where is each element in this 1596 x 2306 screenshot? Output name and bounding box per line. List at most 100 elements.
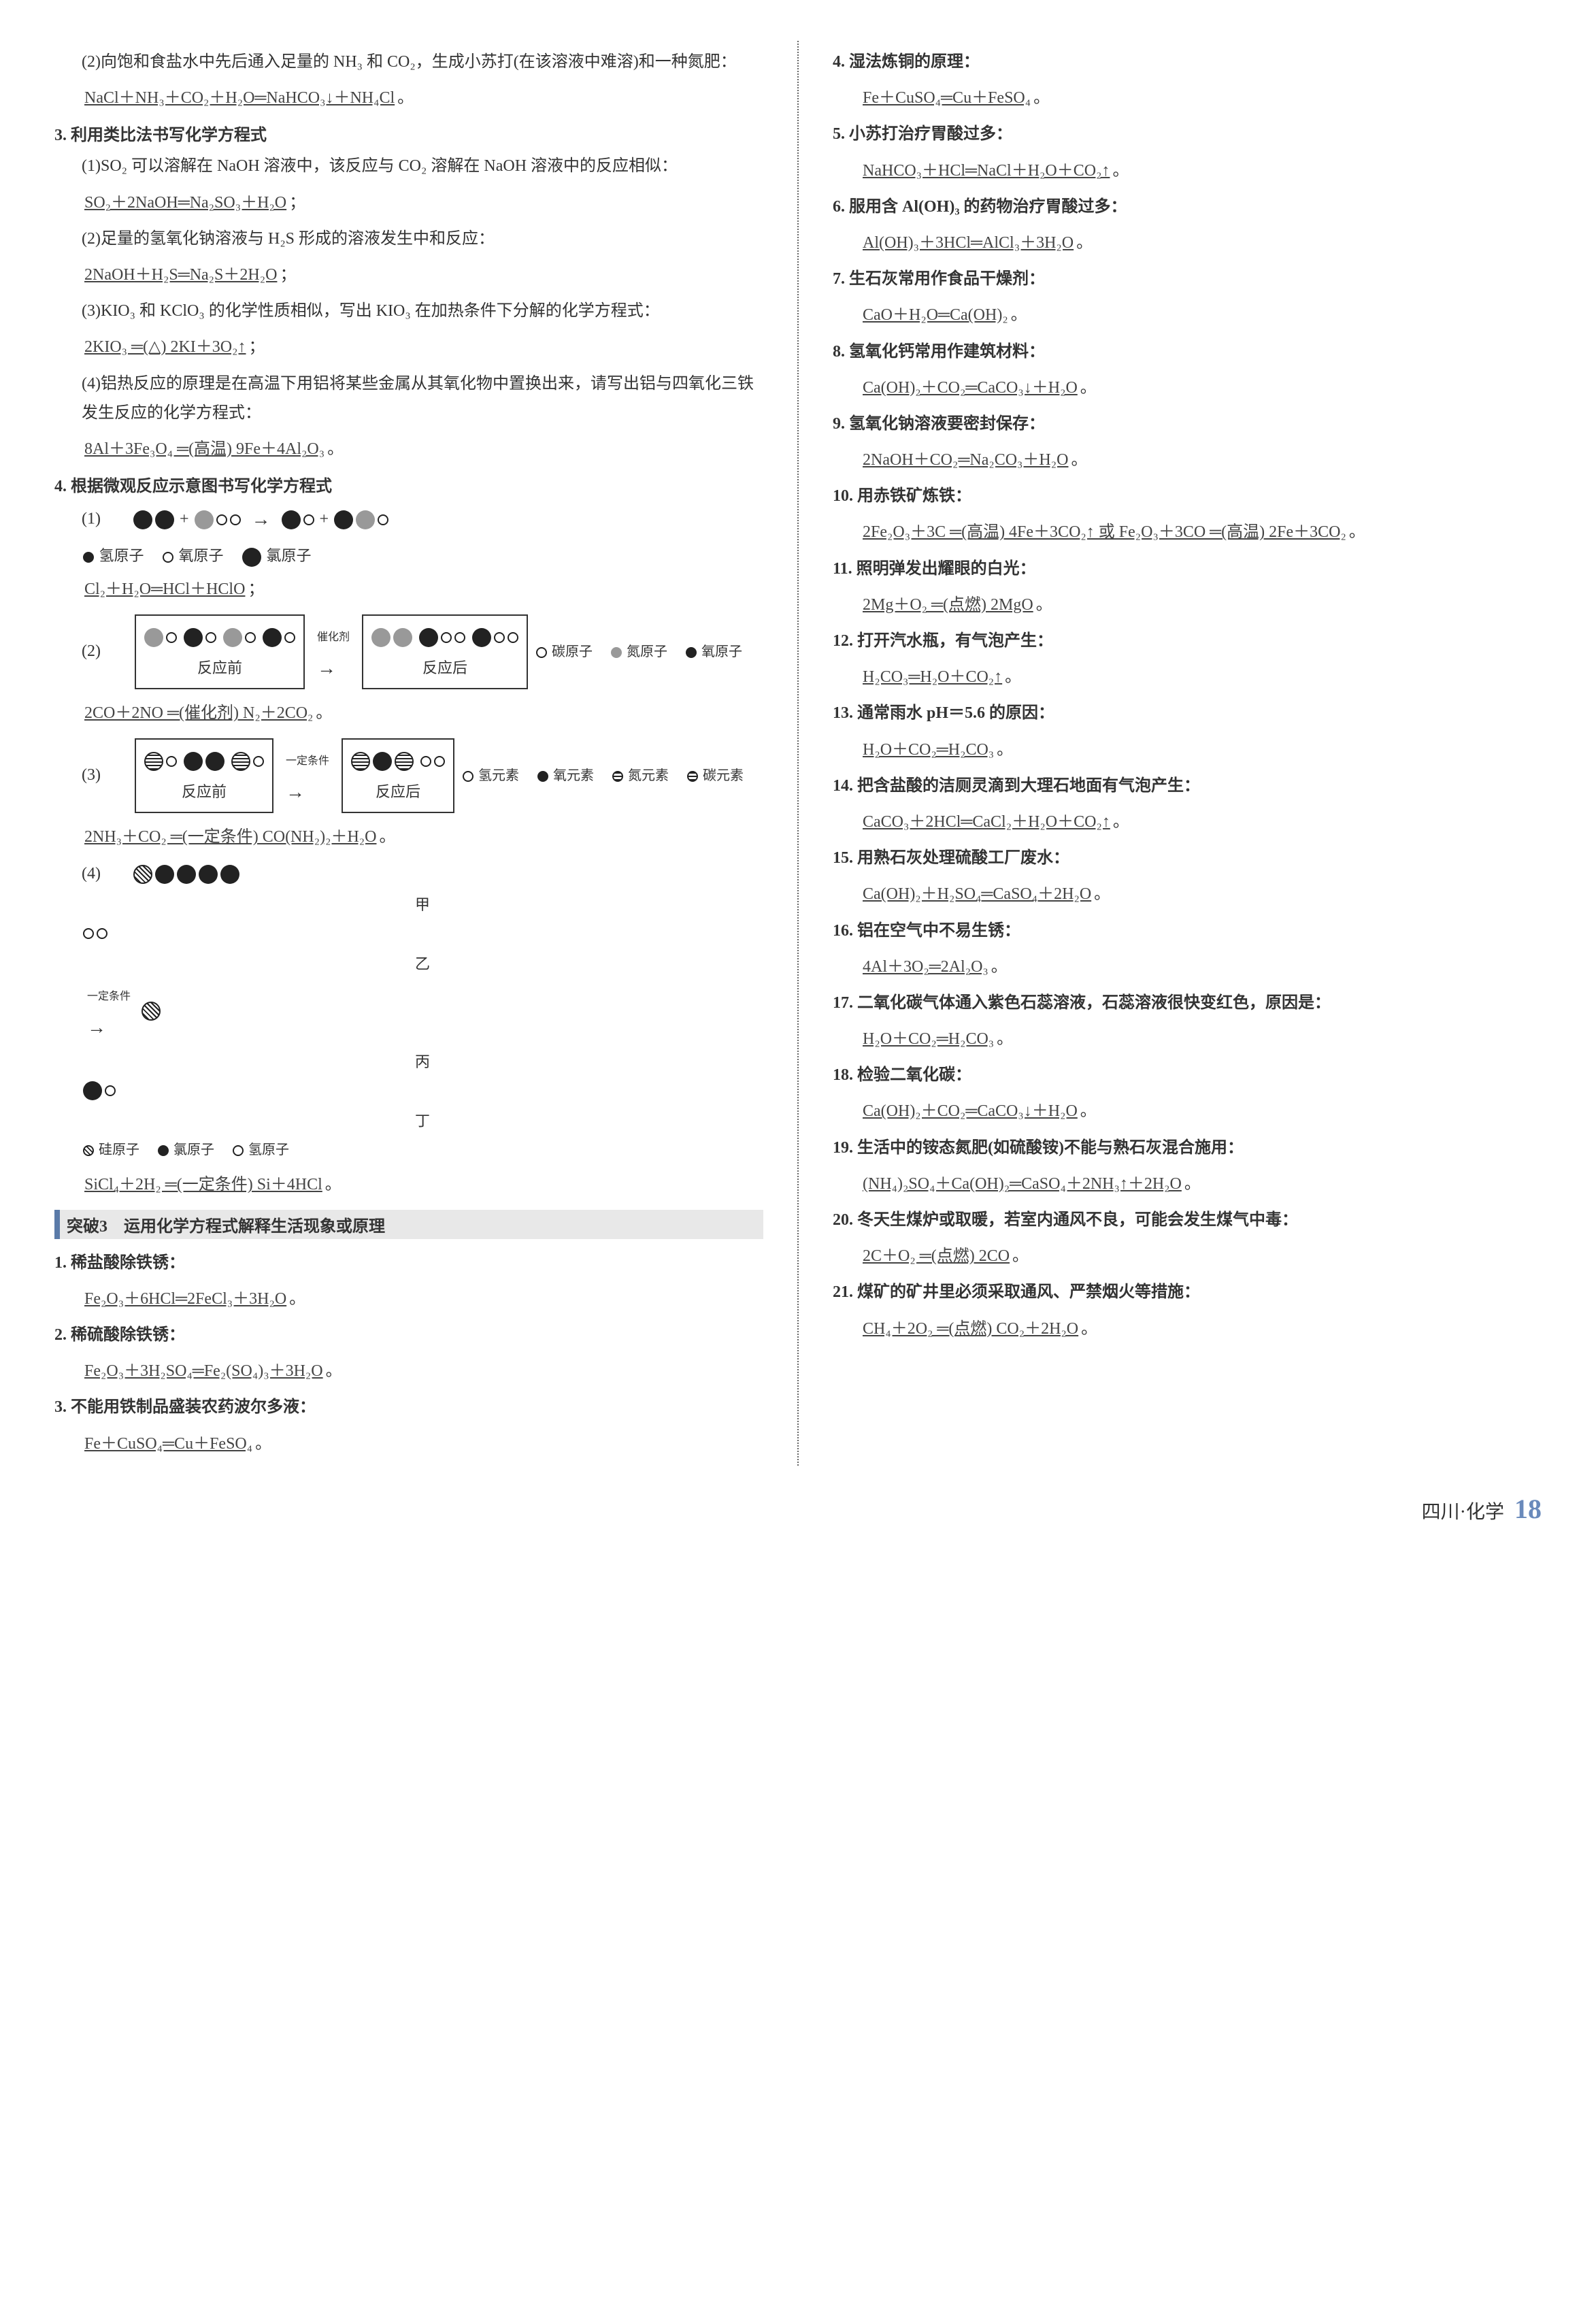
molecule-hcl	[280, 510, 316, 528]
arrow-icon: 一定条件→	[87, 977, 131, 1046]
q19: 19. 生活中的铵态氮肥(如硫酸铵)不能与熟石灰混合施用：	[833, 1134, 1542, 1163]
q10: 10. 用赤铁矿炼铁：	[833, 482, 1542, 511]
arrow-icon: 一定条件→	[286, 742, 329, 810]
punc: 。	[1080, 1102, 1097, 1120]
q11: 11. 照明弹发出耀眼的白光：	[833, 555, 1542, 584]
question-text: 6. 服用含 Al(OH)₃ 的药物治疗胃酸过多：	[833, 198, 1127, 216]
a7: CaO＋H₂O═Ca(OH)₂。	[833, 301, 1542, 330]
punc: 。	[997, 1030, 1013, 1048]
question-text: 11. 照明弹发出耀眼的白光：	[833, 560, 1036, 578]
condition: 催化剂	[317, 631, 350, 643]
a14: CaCO₃＋2HCl═CaCl₂＋H₂O＋CO₂↑。	[833, 808, 1542, 837]
legend-label: 氧元素	[553, 768, 594, 783]
equation: H₂O＋CO₂═H₂CO₃	[860, 741, 997, 759]
question-text: 1. 稀盐酸除铁锈：	[54, 1254, 185, 1272]
label: (3)	[82, 765, 101, 783]
diagram-1-legend: 氢原子 氧原子 氯原子	[82, 544, 763, 568]
left-column: (2)向饱和食盐水中先后通入足量的 NH₃ 和 CO₂，生成小苏打(在该溶液中难…	[54, 41, 763, 1466]
equation: 2KIO₃ ═(△) 2KI＋3O₂↑	[82, 338, 249, 356]
molecule-cl2	[132, 510, 176, 528]
label: (1)	[82, 510, 101, 528]
a6: Al(OH)₃＋3HCl═AlCl₃＋3H₂O。	[833, 229, 1542, 258]
legend-c: 碳元素	[686, 763, 744, 788]
punc: 。	[1081, 1320, 1097, 1338]
punc: ；	[289, 194, 305, 212]
punc: 。	[991, 958, 1008, 976]
diagram-3-legend: 氢元素 氧元素 氮元素 碳元素	[461, 763, 757, 788]
legend-label: 碳元素	[703, 768, 744, 783]
legend-label: 氧原子	[701, 644, 742, 659]
q20: 20. 冬天生煤炉或取暖，若室内通风不良，可能会发生煤气中毒：	[833, 1206, 1542, 1235]
q18: 18. 检验二氧化碳：	[833, 1061, 1542, 1090]
item-3-1: (1)SO₂ 可以溶解在 NaOH 溶液中，该反应与 CO₂ 溶解在 NaOH …	[54, 152, 763, 181]
legend-o: 氧原子	[161, 544, 224, 565]
caption-after: 反应后	[350, 778, 446, 806]
heading-3: 3. 利用类比法书写化学方程式	[54, 121, 763, 145]
breakthrough-3-heading: 突破3 运用化学方程式解释生活现象或原理	[54, 1210, 763, 1239]
question-text: 14. 把含盐酸的洁厕灵滴到大理石地面有气泡产生：	[833, 777, 1200, 795]
ans-4-3: 2NH₃＋CO₂ ═(一定条件) CO(NH₂)₂＋H₂O。	[54, 823, 763, 852]
legend-label: 氢原子	[248, 1142, 289, 1157]
question-text: 9. 氢氧化钠溶液要密封保存：	[833, 415, 1045, 433]
diagram-1-row: (1) + → +	[54, 503, 763, 537]
q2: 2. 稀硫酸除铁锈：	[54, 1321, 763, 1350]
a4: Fe＋CuSO₄═Cu＋FeSO₄。	[833, 84, 1542, 113]
q3: 3. 不能用铁制品盛装农药波尔多液：	[54, 1393, 763, 1422]
equation: Al(OH)₃＋3HCl═AlCl₃＋3H₂O	[860, 234, 1076, 252]
equation: (NH₄)₂SO₄＋Ca(OH)₂═CaSO₄＋2NH₃↑＋2H₂O	[860, 1175, 1184, 1193]
box-before: 反应前	[135, 614, 305, 690]
page-footer: 四川·化学 18	[54, 1493, 1542, 1525]
plus-icon: +	[180, 510, 193, 528]
diagram-3-row: (3) 反应前 一定条件→ 反应后 氢元素	[54, 736, 763, 817]
punc: 。	[1033, 89, 1050, 107]
q17: 17. 二氧化碳气体通入紫色石蕊溶液，石蕊溶液很快变红色，原因是：	[833, 989, 1542, 1018]
legend-o: 氧元素	[536, 763, 594, 788]
equation: Fe＋CuSO₄═Cu＋FeSO₄	[82, 1435, 255, 1453]
heading-4: 4. 根据微观反应示意图书写化学方程式	[54, 472, 763, 496]
caption-before: 反应前	[143, 655, 297, 682]
q9: 9. 氢氧化钠溶液要密封保存：	[833, 410, 1542, 439]
page-columns: (2)向饱和食盐水中先后通入足量的 NH₃ 和 CO₂，生成小苏打(在该溶液中难…	[54, 41, 1542, 1466]
a16: 4Al＋3O₂═2Al₂O₃。	[833, 953, 1542, 982]
diagram-2-legend: 碳原子 氮原子 氧原子	[535, 640, 756, 664]
equation: Ca(OH)₂＋CO₂═CaCO₃↓＋H₂O	[860, 1102, 1080, 1120]
caption: 甲	[82, 891, 763, 919]
item-2-2: (2)向饱和食盐水中先后通入足量的 NH₃ 和 CO₂，生成小苏打(在该溶液中难…	[54, 48, 763, 77]
arrow-icon: →	[252, 503, 271, 537]
question-text: 21. 煤矿的矿井里必须采取通风、严禁烟火等措施：	[833, 1283, 1200, 1301]
diagram-2: 反应前 催化剂→ 反应后	[132, 642, 535, 660]
a9: 2NaOH＋CO₂═Na₂CO₃＋H₂O。	[833, 446, 1542, 475]
condition: 一定条件	[286, 755, 329, 767]
q14: 14. 把含盐酸的洁厕灵滴到大理石地面有气泡产生：	[833, 772, 1542, 801]
text: (3)KIO₃ 和 KClO₃ 的化学性质相似，写出 KIO₃ 在加热条件下分解…	[82, 302, 660, 320]
punc: 。	[997, 741, 1013, 759]
legend-si: 硅原子	[82, 1138, 139, 1162]
punc: 。	[379, 828, 395, 846]
label: (2)	[82, 642, 101, 660]
q5: 5. 小苏打治疗胃酸过多：	[833, 120, 1542, 149]
equation: Fe＋CuSO₄═Cu＋FeSO₄	[860, 89, 1033, 107]
mol-bing: 丙	[82, 1002, 763, 1075]
question-text: 17. 二氧化碳气体通入紫色石蕊溶液，石蕊溶液很快变红色，原因是：	[833, 994, 1331, 1012]
equation: 2C＋O₂ ═(点燃) 2CO	[860, 1247, 1012, 1265]
punc: ；	[249, 338, 265, 356]
legend-cl: 氯原子	[241, 544, 312, 568]
a17: H₂O＋CO₂═H₂CO₃。	[833, 1025, 1542, 1054]
diagram-4: 甲 乙 一定条件→ 丙 丁	[82, 865, 763, 1135]
punc: 。	[255, 1435, 271, 1453]
item-3-3: (3)KIO₃ 和 KClO₃ 的化学性质相似，写出 KIO₃ 在加热条件下分解…	[54, 297, 763, 326]
caption-after: 反应后	[370, 655, 520, 682]
equation: Ca(OH)₂＋CO₂═CaCO₃↓＋H₂O	[860, 379, 1080, 397]
question-text: 7. 生石灰常用作食品干燥剂：	[833, 270, 1045, 288]
mol-jia: 甲	[82, 865, 763, 919]
legend-label: 氮原子	[627, 644, 667, 659]
diagram-4-row: (4) 甲 乙 一定条件→ 丙 丁 硅原子 氯原子 氢原子	[54, 859, 763, 1164]
page-number: 18	[1514, 1494, 1542, 1524]
mol-ding: 丁	[82, 1081, 763, 1134]
a5: NaHCO₃＋HCl═NaCl＋H₂O＋CO₂↑。	[833, 157, 1542, 186]
equation: CaCO₃＋2HCl═CaCl₂＋H₂O＋CO₂↑	[860, 813, 1113, 831]
text: (2)向饱和食盐水中先后通入足量的 NH₃ 和 CO₂，生成小苏打(在该溶液中难…	[82, 53, 737, 71]
punc: 。	[1349, 523, 1365, 541]
equation: H₂CO₃═H₂O＋CO₂↑	[860, 668, 1005, 686]
box-after: 反应后	[362, 614, 528, 690]
